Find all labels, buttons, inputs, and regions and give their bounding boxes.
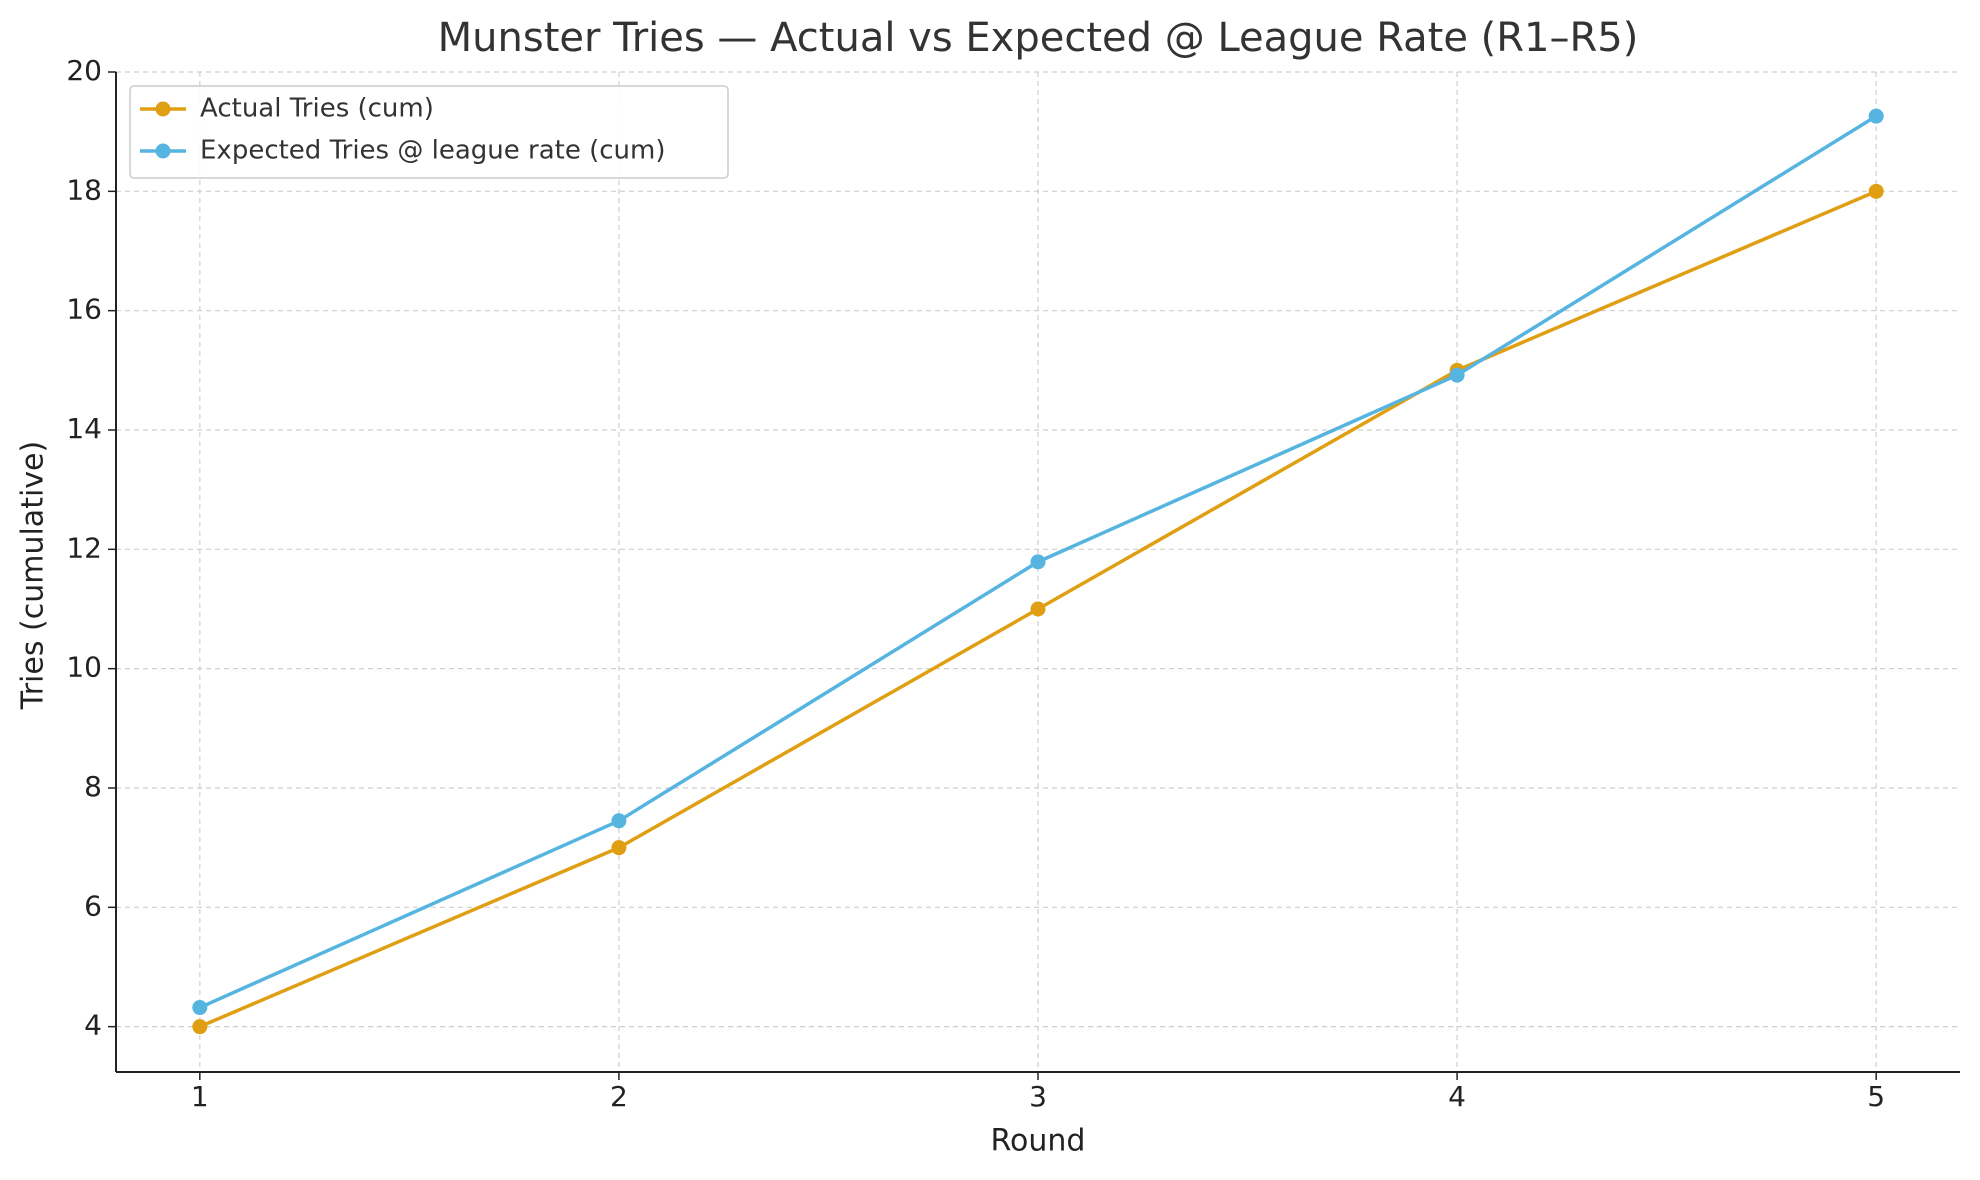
data-point bbox=[611, 840, 627, 856]
x-tick-label: 2 bbox=[610, 1080, 628, 1113]
y-tick-label: 4 bbox=[84, 1009, 102, 1042]
y-tick-label: 8 bbox=[84, 770, 102, 803]
data-point bbox=[192, 1000, 208, 1016]
legend-label: Expected Tries @ league rate (cum) bbox=[200, 136, 665, 166]
y-axis-label: Tries (cumulative) bbox=[16, 441, 51, 710]
x-tick-label: 4 bbox=[1448, 1080, 1466, 1113]
y-tick-label: 16 bbox=[66, 293, 102, 326]
y-tick-label: 10 bbox=[66, 651, 102, 684]
x-axis-label: Round bbox=[991, 1124, 1086, 1159]
y-tick-label: 18 bbox=[66, 173, 102, 206]
x-tick-label: 1 bbox=[191, 1080, 209, 1113]
legend-label: Actual Tries (cum) bbox=[200, 94, 434, 124]
legend-box bbox=[129, 85, 729, 179]
data-point bbox=[192, 1019, 208, 1035]
chart-title: Munster Tries — Actual vs Expected @ Lea… bbox=[438, 15, 1639, 61]
y-tick-label: 6 bbox=[84, 889, 102, 922]
y-tick-label: 14 bbox=[66, 412, 102, 445]
x-tick-label: 3 bbox=[1029, 1080, 1047, 1113]
data-point bbox=[1868, 108, 1884, 124]
data-point bbox=[611, 813, 627, 829]
data-point bbox=[1030, 601, 1046, 617]
x-tick-label: 5 bbox=[1867, 1080, 1885, 1113]
data-point bbox=[1449, 367, 1465, 383]
data-point bbox=[1030, 554, 1046, 570]
data-point bbox=[1868, 183, 1884, 199]
legend-marker bbox=[155, 101, 171, 117]
y-tick-label: 20 bbox=[66, 54, 102, 87]
y-tick-label: 12 bbox=[66, 531, 102, 564]
legend-marker bbox=[155, 143, 171, 159]
